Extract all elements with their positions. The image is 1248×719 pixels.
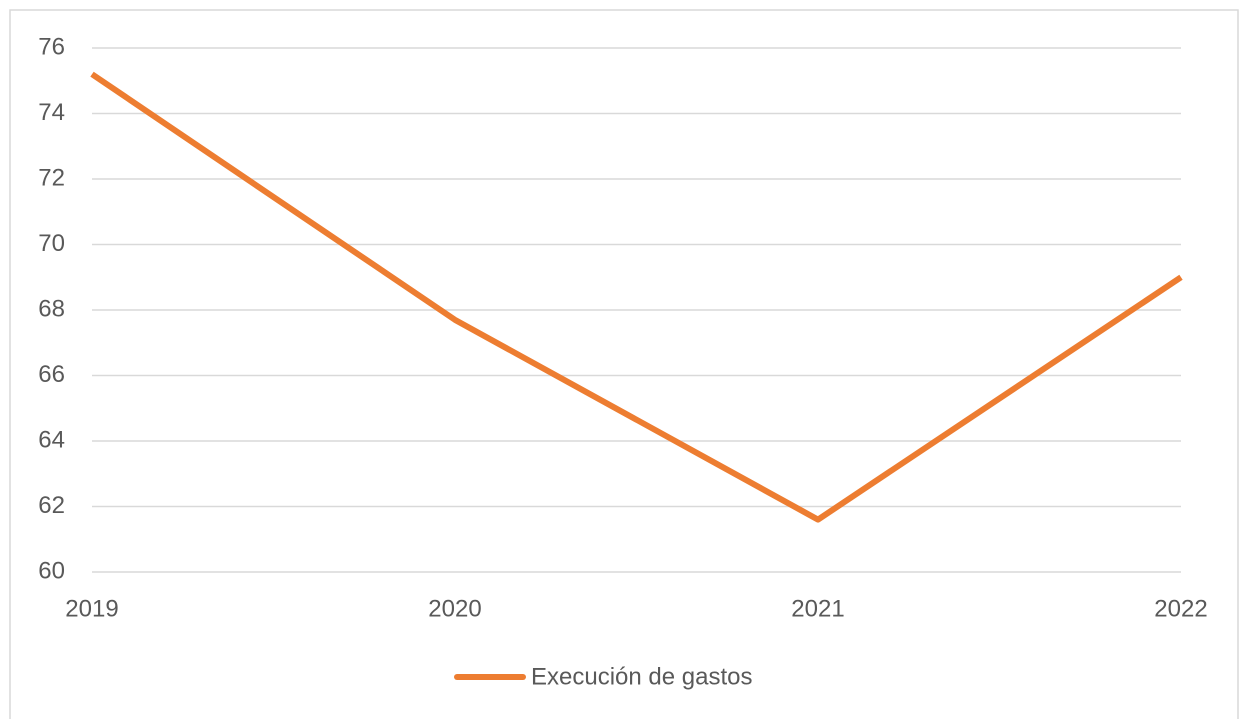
chart-border bbox=[9, 9, 1239, 719]
y-tick-label: 62 bbox=[38, 492, 65, 519]
y-tick-label: 68 bbox=[38, 295, 65, 322]
x-tick-label: 2021 bbox=[791, 595, 844, 622]
x-tick-label: 2022 bbox=[1154, 595, 1207, 622]
y-tick-label: 70 bbox=[38, 230, 65, 257]
x-tick-label: 2019 bbox=[65, 595, 118, 622]
x-tick-label: 2020 bbox=[428, 595, 481, 622]
y-tick-label: 64 bbox=[38, 426, 65, 453]
y-tick-label: 72 bbox=[38, 164, 65, 191]
y-tick-label: 60 bbox=[38, 557, 65, 584]
y-tick-label: 76 bbox=[38, 33, 65, 60]
legend-label: Execución de gastos bbox=[531, 663, 752, 690]
y-tick-label: 74 bbox=[38, 99, 65, 126]
line-series bbox=[90, 71, 1183, 523]
y-tick-label: 66 bbox=[38, 361, 65, 388]
